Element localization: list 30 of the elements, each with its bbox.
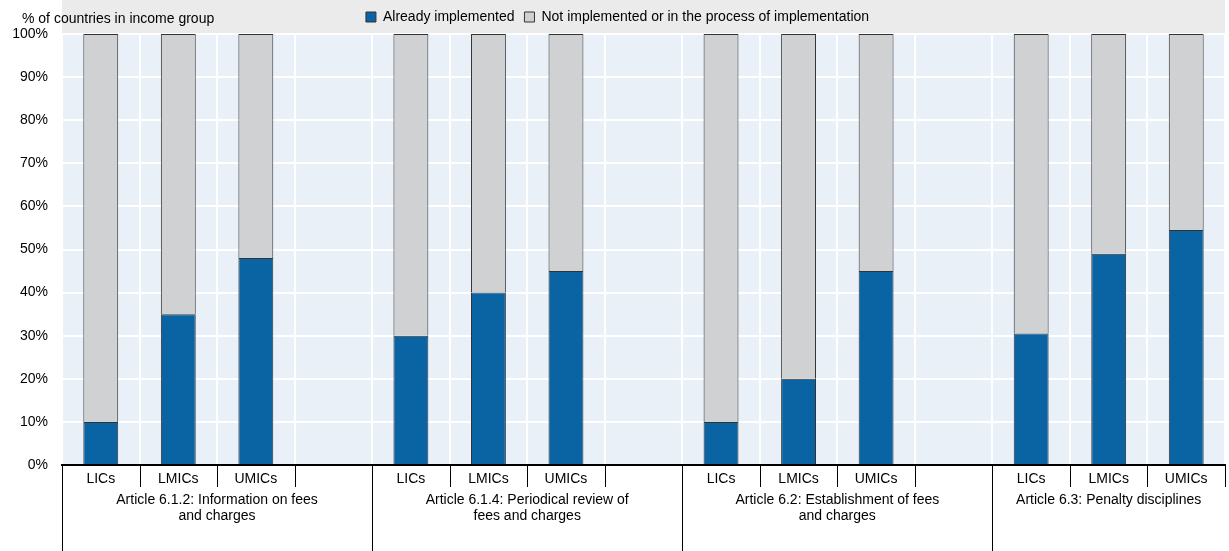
x-tick-label: UMICs: [234, 470, 278, 487]
y-tick-label: 60%: [19, 197, 48, 214]
text: Article 6.1.4: Periodical review of fees and charges: [425, 490, 629, 523]
y-axis-title: % of countries in income group: [22, 9, 215, 26]
y-tick-label: 40%: [19, 283, 48, 300]
y-tick-label: 10%: [19, 412, 48, 429]
text: Article 6.1.2: Information on fees and charges: [116, 490, 318, 523]
x-tick-label: LICs: [396, 470, 426, 487]
legend-label: Not implemented or in the process of implementation: [541, 7, 870, 24]
legend-label: Already implemented: [382, 7, 515, 24]
x-tick-label: UMICs: [1164, 470, 1208, 487]
x-tick-label: LMICs: [1088, 470, 1129, 487]
x-tick-label: LMICs: [158, 470, 199, 487]
y-tick-label: 90%: [19, 67, 48, 84]
x-tick-label: LICs: [1016, 470, 1046, 487]
y-tick-label: 50%: [19, 240, 48, 257]
y-tick-label: 100%: [12, 24, 48, 41]
x-tick-label: LICs: [86, 470, 116, 487]
text: Article 6.3: Penalty disciplines: [1016, 490, 1202, 507]
x-tick-label: UMICs: [544, 470, 588, 487]
y-tick-label: 20%: [19, 369, 48, 386]
x-tick-label: LMICs: [468, 470, 509, 487]
x-tick-label: LMICs: [778, 470, 819, 487]
x-tick-label: UMICs: [854, 470, 898, 487]
x-tick-label: LICs: [706, 470, 736, 487]
y-tick-label: 70%: [19, 154, 48, 171]
y-tick-label: 80%: [19, 111, 48, 128]
y-tick-label: 0%: [27, 455, 48, 472]
text: Article 6.2: Establishment of fees and charges: [735, 490, 940, 523]
y-tick-label: 30%: [19, 326, 48, 343]
